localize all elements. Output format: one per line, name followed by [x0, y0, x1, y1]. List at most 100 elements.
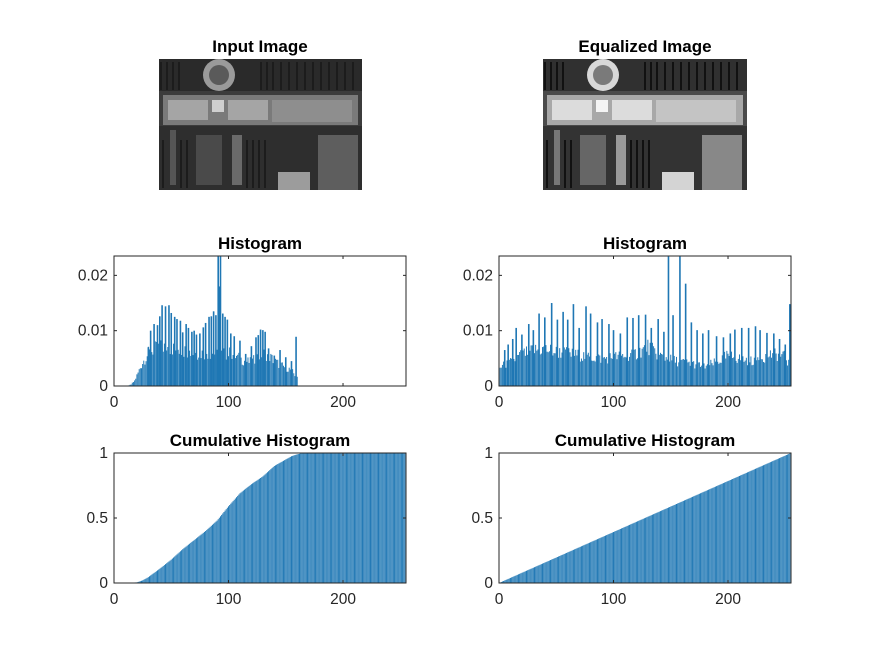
bar — [744, 360, 746, 386]
bar — [680, 501, 682, 583]
bar — [761, 465, 763, 583]
bar — [284, 460, 286, 583]
bar-spike — [170, 312, 173, 386]
bar — [209, 526, 211, 583]
bar — [543, 346, 545, 386]
bar — [186, 545, 188, 583]
bar — [611, 532, 613, 583]
bar — [584, 358, 586, 386]
bar — [194, 352, 196, 386]
bar-spike — [173, 316, 176, 386]
bar — [755, 468, 756, 583]
bar — [713, 358, 715, 386]
bar — [588, 542, 590, 583]
bar — [654, 513, 656, 583]
bar-spike — [657, 319, 659, 386]
bar — [233, 499, 235, 583]
bar — [711, 363, 713, 386]
bar — [246, 487, 248, 583]
bar — [389, 453, 391, 583]
bar — [753, 469, 755, 583]
bar — [665, 508, 667, 583]
bar — [232, 501, 234, 583]
bar — [513, 358, 515, 386]
bar — [566, 347, 568, 386]
bar — [263, 475, 265, 583]
bar — [734, 477, 736, 583]
bar — [564, 349, 566, 386]
bar — [617, 354, 619, 386]
bar — [514, 361, 516, 386]
bar — [278, 463, 280, 583]
bar — [650, 515, 652, 583]
bar — [220, 516, 221, 583]
bar — [621, 355, 623, 386]
bar — [592, 541, 594, 583]
bar — [160, 567, 162, 583]
bar — [147, 577, 149, 583]
bar — [507, 578, 509, 583]
bar-spike — [562, 311, 564, 386]
bar — [759, 466, 761, 583]
bar — [327, 453, 329, 583]
bar — [246, 361, 248, 386]
bar — [161, 566, 163, 583]
bar-spike — [626, 317, 629, 386]
bar-spike — [159, 316, 161, 386]
bar — [241, 364, 243, 386]
input-image-title: Input Image — [212, 37, 307, 56]
bar — [673, 355, 675, 386]
bar — [294, 376, 296, 386]
bar — [593, 540, 595, 583]
bar — [538, 565, 540, 583]
bar — [309, 453, 311, 583]
bar — [508, 359, 510, 386]
bar — [238, 494, 240, 583]
bar-spike — [507, 344, 509, 386]
bar — [358, 453, 360, 583]
bar — [331, 453, 333, 583]
bar — [256, 354, 258, 386]
bar — [767, 357, 769, 386]
bar — [263, 349, 265, 386]
bar-spike — [515, 327, 517, 386]
bar — [571, 550, 573, 583]
bar — [726, 481, 728, 583]
bar — [774, 348, 776, 386]
bar — [698, 493, 700, 583]
bar — [663, 509, 665, 583]
bar — [706, 364, 708, 386]
bar — [163, 565, 165, 583]
bar — [623, 357, 625, 386]
bar — [524, 571, 526, 583]
bar — [174, 556, 176, 583]
bar — [721, 483, 723, 583]
bar — [142, 364, 144, 386]
bar — [685, 499, 687, 583]
bar-spike — [608, 324, 610, 386]
bar-spike — [230, 333, 232, 386]
x-tick-label: 200 — [330, 394, 356, 411]
bar — [577, 349, 579, 386]
bar — [764, 464, 766, 583]
bar — [536, 350, 538, 386]
bar — [523, 348, 525, 386]
x-tick-label: 100 — [601, 591, 627, 608]
bar — [670, 354, 672, 386]
bar — [270, 469, 272, 583]
bar — [662, 510, 664, 583]
bar-spike — [161, 305, 163, 386]
bar — [595, 539, 597, 583]
bar — [527, 354, 529, 386]
bar — [725, 358, 727, 386]
bar — [737, 358, 739, 386]
bar — [651, 342, 653, 386]
bar — [211, 353, 213, 386]
bar — [318, 453, 320, 583]
bar — [535, 566, 537, 583]
bar — [544, 562, 546, 583]
bar — [362, 453, 363, 583]
bar — [348, 453, 350, 583]
bar — [558, 357, 560, 386]
